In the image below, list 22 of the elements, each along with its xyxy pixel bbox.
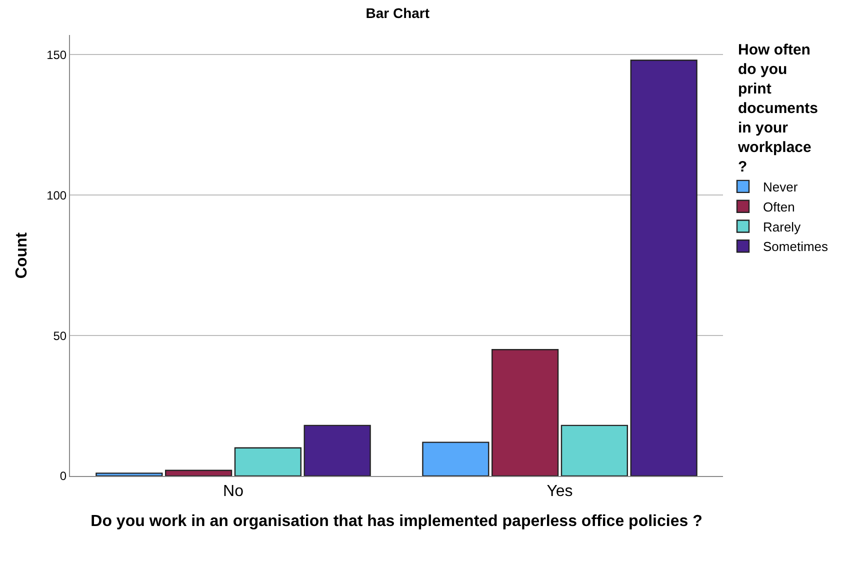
bar	[630, 60, 698, 476]
bar	[560, 424, 628, 476]
bar	[96, 472, 163, 476]
y-tick-label: 0	[60, 469, 67, 484]
x-tick-label: Yes	[546, 483, 573, 500]
legend-title: How often do you print documents in your workplace ?	[736, 42, 818, 176]
legend-label: Rarely	[763, 219, 802, 234]
legend-label: Sometimes	[763, 239, 829, 254]
bar	[165, 470, 232, 476]
legend-label: Never	[763, 180, 798, 195]
y-tick-label: 150	[46, 48, 67, 62]
legend-label: Often	[763, 199, 795, 214]
x-axis-title: Do you work in an organisation that has implemented paperless office policies ?	[90, 512, 702, 530]
bar	[422, 442, 490, 476]
y-axis-title: Count	[13, 232, 30, 279]
y-tick-label: 100	[46, 188, 67, 202]
x-tick-label: No	[223, 483, 244, 500]
bar	[234, 447, 302, 476]
chart-title: Bar Chart	[366, 5, 430, 22]
bar	[492, 349, 559, 476]
y-tick-label: 50	[53, 328, 67, 343]
bar	[304, 424, 371, 476]
